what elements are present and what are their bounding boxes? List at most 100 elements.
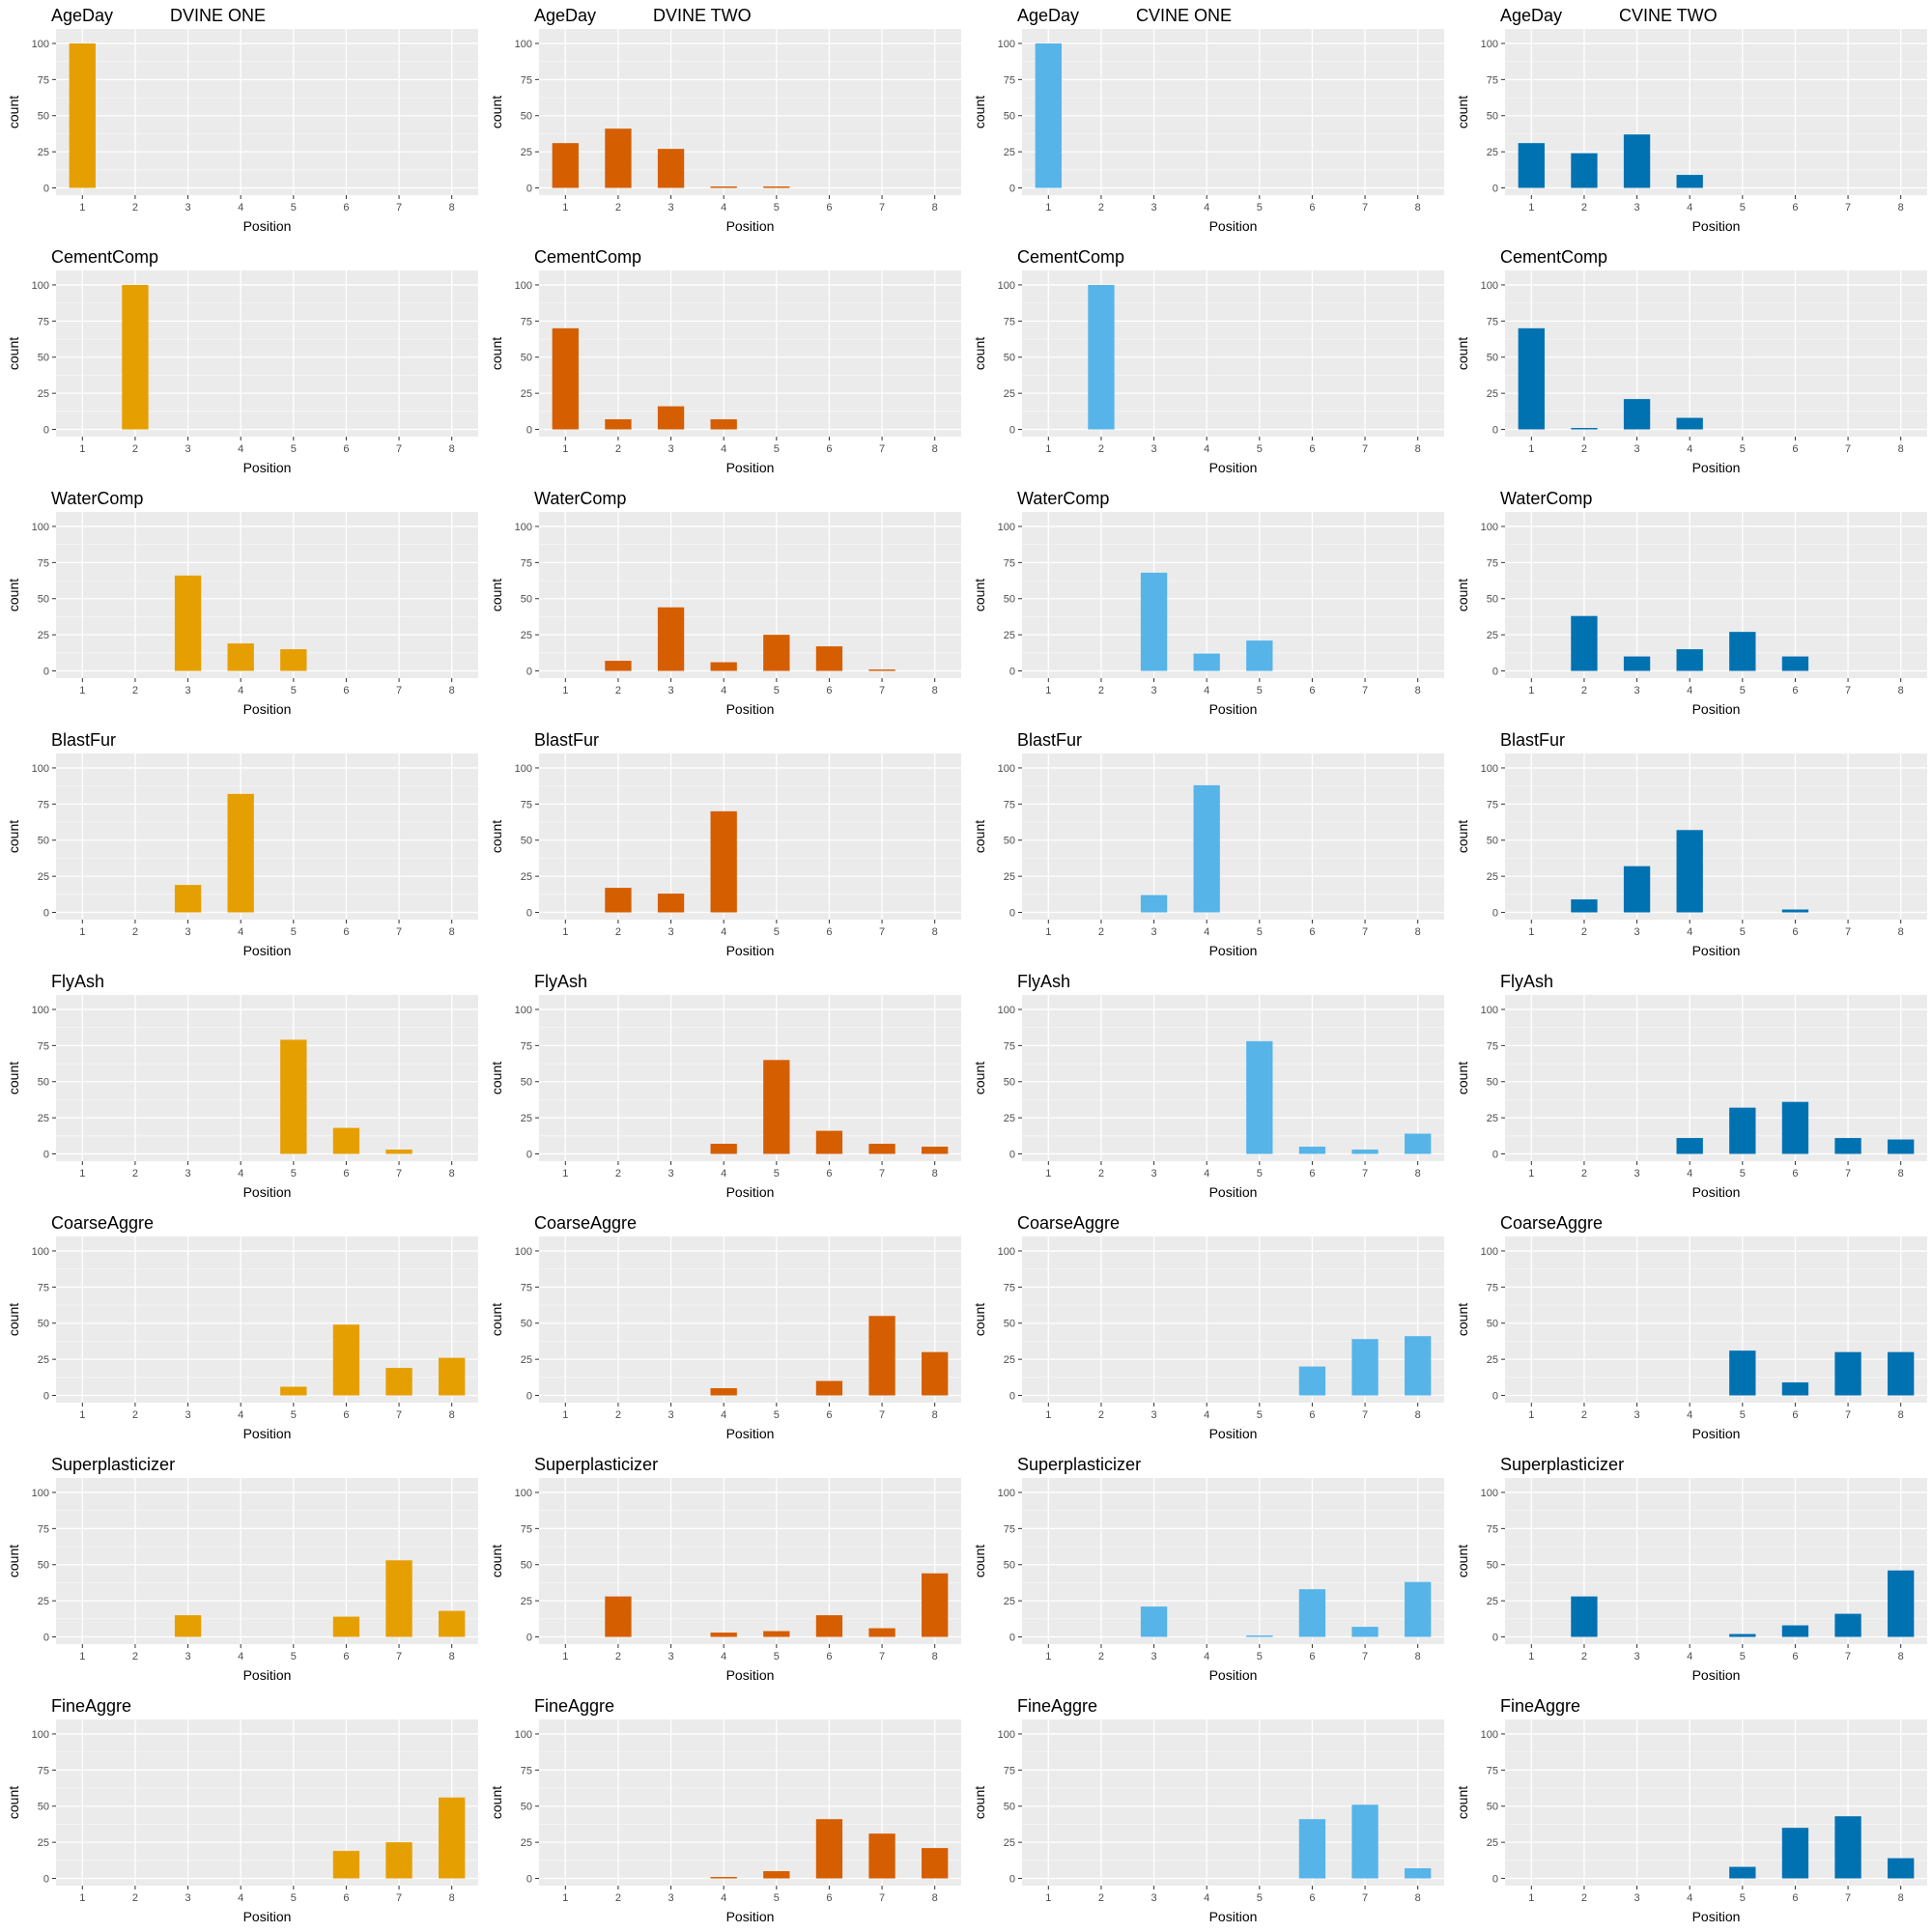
panel-title: AgeDay: [534, 6, 597, 25]
x-tick-label: 4: [1204, 1409, 1209, 1421]
x-tick-label: 1: [1528, 1892, 1534, 1904]
facet-panel: CementComp 0 25 50 75 100 1 2 3 4 5 6 7 8 Position coun…: [1449, 242, 1932, 483]
x-tick-label: 3: [668, 443, 674, 455]
facet-panel: Superplasticizer 0 25 50 75 100 1 2 3 4 5 6 7 8 Positi…: [0, 1449, 483, 1690]
column-title: CVINE ONE: [1136, 6, 1233, 25]
x-tick-label: 7: [879, 926, 885, 938]
x-tick-label: 1: [1045, 202, 1051, 213]
x-tick-label: 1: [1045, 1168, 1051, 1179]
facet-panel: FlyAsh 0 25 50 75 100 1 2 3 4 5 6 7 8 Position count: [1449, 966, 1932, 1208]
y-tick-label: 0: [526, 1150, 532, 1161]
x-tick-label: 3: [185, 685, 191, 696]
y-tick-label: 0: [1009, 184, 1015, 195]
bar: [657, 149, 685, 188]
x-tick-label: 1: [1528, 926, 1534, 938]
x-tick-label: 3: [185, 1409, 191, 1421]
y-tick-label: 25: [1004, 147, 1015, 158]
y-tick-label: 50: [38, 594, 49, 606]
bar: [605, 419, 632, 430]
x-tick-label: 6: [1309, 202, 1315, 213]
x-tick-label: 4: [1204, 1651, 1209, 1662]
facet-panel: FineAggre 0 25 50 75 100 1 2 3 4 5 6 7 8 Position count: [1449, 1690, 1932, 1932]
facet-panel: FineAggre 0 25 50 75 100 1 2 3 4 5 6 7 8 Position count: [0, 1690, 483, 1932]
y-tick-label: 50: [1004, 836, 1015, 847]
y-tick-label: 75: [521, 1765, 532, 1776]
y-tick-label: 50: [521, 1319, 532, 1330]
plot-background: [1505, 270, 1927, 437]
y-axis-title: count: [1455, 579, 1470, 611]
plot-background: [539, 995, 961, 1161]
x-axis-title: Position: [243, 1426, 292, 1441]
panel-plot: 0 25 50 75 100 1 2 3 4 5 6 7 8 Position count: [1455, 1478, 1927, 1683]
y-tick-label: 25: [1004, 1837, 1015, 1849]
bar: [174, 885, 202, 913]
y-tick-label: 0: [1492, 184, 1498, 195]
bar: [1676, 830, 1703, 913]
panel-title: WaterComp: [1017, 489, 1110, 508]
x-tick-label: 2: [1098, 1651, 1104, 1662]
x-tick-label: 1: [562, 926, 568, 938]
x-tick-label: 6: [826, 685, 832, 696]
panel-plot: 0 25 50 75 100 1 2 3 4 5 6 7 8 Position count: [1455, 995, 1927, 1200]
panel-plot: 0 25 50 75 100 1 2 3 4 5 6 7 8 Position count: [6, 995, 478, 1200]
x-tick-label: 4: [1687, 926, 1692, 938]
x-tick-label: 2: [1581, 202, 1587, 213]
bar: [1405, 1336, 1432, 1396]
plot-background: [56, 753, 478, 920]
x-axis-title: Position: [243, 943, 292, 958]
bar: [332, 1616, 360, 1637]
panel-title: Superplasticizer: [534, 1455, 659, 1474]
x-tick-label: 4: [238, 1409, 243, 1421]
x-axis-title: Position: [243, 460, 292, 475]
x-tick-label: 3: [1151, 1409, 1157, 1421]
facet-panel: CoarseAggre 0 25 50 75 100 1 2 3 4 5 6 7 8 Position cou…: [1449, 1208, 1932, 1449]
x-tick-label: 5: [1740, 926, 1746, 938]
x-tick-label: 7: [1845, 1651, 1851, 1662]
x-tick-label: 5: [1740, 685, 1746, 696]
bar: [385, 1560, 412, 1637]
panel-plot: 0 25 50 75 100 1 2 3 4 5 6 7 8 Position count: [489, 753, 961, 958]
y-tick-label: 100: [998, 1246, 1015, 1258]
bar: [1676, 175, 1703, 188]
facet-panel: CementComp 0 25 50 75 100 1 2 3 4 5 6 7 8 Position coun…: [483, 242, 966, 483]
x-tick-label: 2: [1098, 202, 1104, 213]
x-tick-label: 8: [449, 1409, 455, 1421]
panel-title: BlastFur: [1500, 730, 1566, 750]
panel-plot: 0 25 50 75 100 1 2 3 4 5 6 7 8 Position count: [972, 1236, 1444, 1441]
x-tick-label: 3: [668, 1409, 674, 1421]
panel-plot: 0 25 50 75 100 1 2 3 4 5 6 7 8 Position count: [489, 995, 961, 1200]
bar: [1781, 656, 1809, 671]
y-tick-label: 25: [38, 871, 49, 883]
y-tick-label: 0: [1492, 1874, 1498, 1886]
y-tick-label: 25: [1004, 1113, 1015, 1124]
x-tick-label: 7: [879, 685, 885, 696]
x-tick-label: 3: [668, 1892, 674, 1904]
panel-plot: 0 25 50 75 100 1 2 3 4 5 6 7 8 Position count: [489, 512, 961, 717]
bar: [385, 1842, 412, 1879]
x-tick-label: 3: [1634, 1409, 1640, 1421]
x-tick-label: 8: [1415, 202, 1421, 213]
panel-title: FlyAsh: [1017, 972, 1071, 991]
y-tick-label: 25: [38, 1354, 49, 1366]
panel-plot: 0 25 50 75 100 1 2 3 4 5 6 7 8 Position count: [489, 1236, 961, 1441]
y-tick-label: 25: [1487, 1596, 1498, 1607]
y-tick-label: 25: [38, 1596, 49, 1607]
x-tick-label: 4: [721, 1892, 726, 1904]
x-tick-label: 3: [185, 1892, 191, 1904]
x-axis-title: Position: [243, 701, 292, 717]
y-tick-label: 100: [1481, 1729, 1498, 1741]
bar: [815, 1130, 843, 1154]
x-tick-label: 1: [562, 1409, 568, 1421]
y-tick-label: 100: [998, 1005, 1015, 1016]
x-tick-label: 7: [1362, 1892, 1368, 1904]
bar: [922, 1147, 949, 1154]
panel-title: FlyAsh: [1500, 972, 1554, 991]
y-tick-label: 100: [32, 1729, 49, 1741]
y-tick-label: 25: [521, 1354, 532, 1366]
y-tick-label: 0: [43, 908, 49, 920]
x-tick-label: 7: [1362, 1651, 1368, 1662]
panel-plot: 0 25 50 75 100 1 2 3 4 5 6 7 8 Position count: [489, 1719, 961, 1924]
panel-title: FineAggre: [1500, 1696, 1581, 1716]
x-axis-title: Position: [243, 1667, 292, 1683]
x-tick-label: 4: [1204, 443, 1209, 455]
